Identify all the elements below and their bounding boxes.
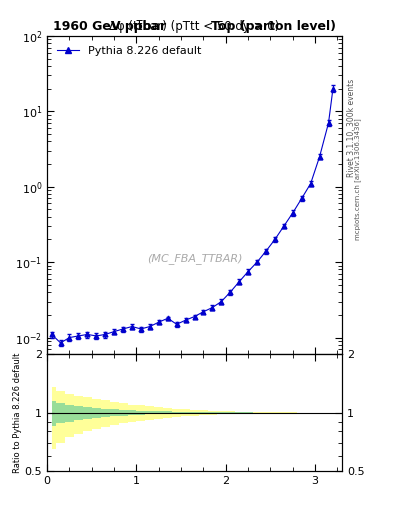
Text: Top (parton level): Top (parton level) [211,19,336,33]
Text: Rivet 3.1.10, 300k events: Rivet 3.1.10, 300k events [347,79,356,177]
Title: Δφ (tt̅bar) (pTtt < 50 dy > 0): Δφ (tt̅bar) (pTtt < 50 dy > 0) [109,20,280,33]
Text: (MC_FBA_TTBAR): (MC_FBA_TTBAR) [147,253,242,264]
Text: 1960 GeV ppbar: 1960 GeV ppbar [53,19,166,33]
Legend: Pythia 8.226 default: Pythia 8.226 default [53,41,206,60]
Text: mcplots.cern.ch [arXiv:1306.3436]: mcplots.cern.ch [arXiv:1306.3436] [354,118,361,240]
Y-axis label: Ratio to Pythia 8.226 default: Ratio to Pythia 8.226 default [13,352,22,473]
